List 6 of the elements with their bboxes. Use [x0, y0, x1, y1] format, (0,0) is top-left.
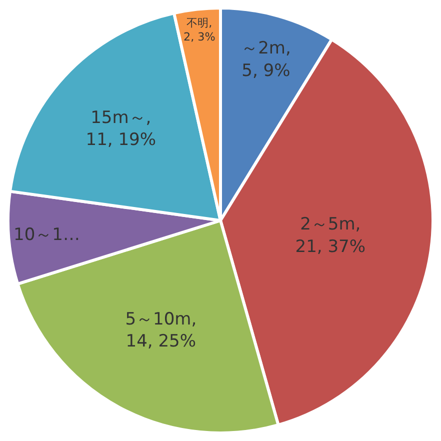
slice-label: 2～5m, 21, 37% — [295, 214, 366, 257]
slice-label: 15m～, 11, 19% — [86, 108, 156, 150]
slice-label: 不明, 2, 3% — [184, 16, 216, 44]
slice-label: 5～10m, 14, 25% — [125, 310, 197, 352]
slice-label: ～2m, 5, 9% — [241, 38, 291, 81]
slice-label: 10～1… — [14, 224, 80, 245]
